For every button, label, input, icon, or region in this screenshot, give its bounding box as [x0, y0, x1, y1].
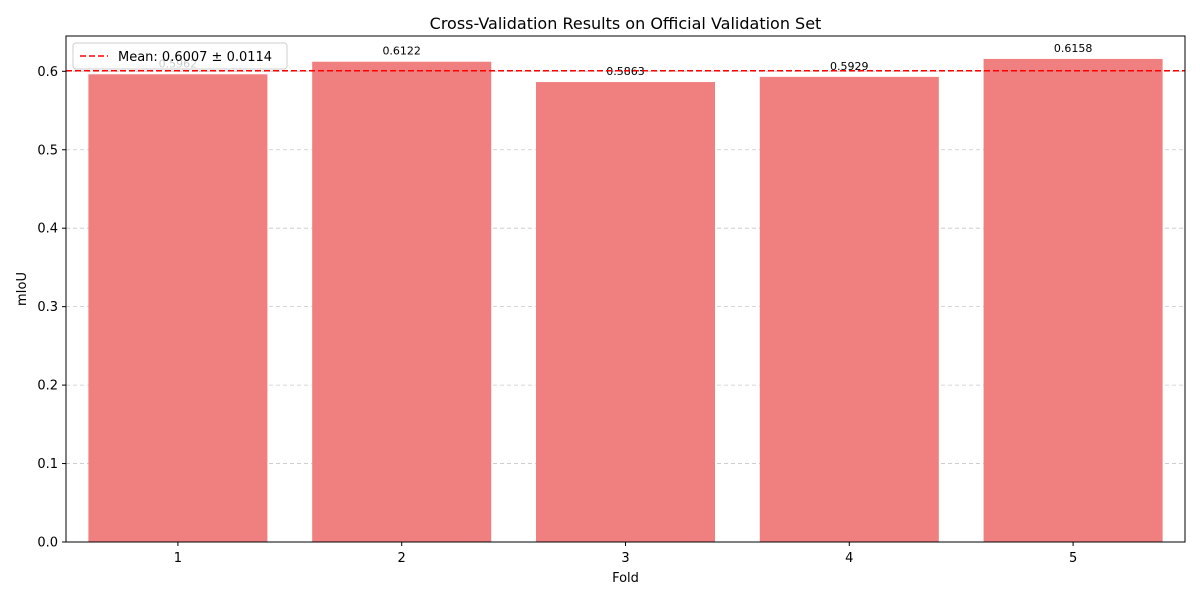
bar: [983, 58, 1163, 542]
y-tick-label: 0.1: [37, 457, 58, 472]
y-tick-label: 0.3: [37, 300, 58, 315]
bar: [88, 74, 268, 542]
bars: [88, 58, 1163, 542]
x-tick-label: 5: [1069, 551, 1077, 566]
bar: [312, 61, 492, 542]
x-tick-label: 1: [174, 551, 182, 566]
y-axis-label: mIoU: [15, 272, 30, 306]
legend: Mean: 0.6007 ± 0.0114: [72, 42, 288, 70]
legend-box: [72, 42, 288, 70]
bar-value-label: 0.6158: [1054, 42, 1093, 55]
legend-mean-label: Mean: 0.6007 ± 0.0114: [118, 50, 272, 65]
y-tick-label: 0.5: [37, 143, 58, 158]
bar: [759, 76, 939, 542]
x-tick-label: 4: [845, 551, 853, 566]
y-axis-ticks: 0.0 0.1 0.2 0.3 0.4 0.5 0.6: [37, 65, 66, 551]
bar-value-label: 0.6122: [382, 45, 421, 58]
y-tick-label: 0.2: [37, 379, 58, 394]
x-axis-label: Fold: [612, 571, 639, 586]
y-tick-label: 0.0: [37, 536, 58, 551]
chart-title: Cross-Validation Results on Official Val…: [430, 14, 822, 33]
y-tick-label: 0.4: [37, 222, 58, 237]
x-tick-label: 3: [621, 551, 629, 566]
y-tick-label: 0.6: [37, 65, 58, 80]
bar: [535, 82, 716, 542]
x-tick-label: 2: [398, 551, 406, 566]
bar-value-label: 0.5929: [830, 60, 869, 73]
x-axis-ticks: 1 2 3 4 5: [174, 542, 1077, 566]
